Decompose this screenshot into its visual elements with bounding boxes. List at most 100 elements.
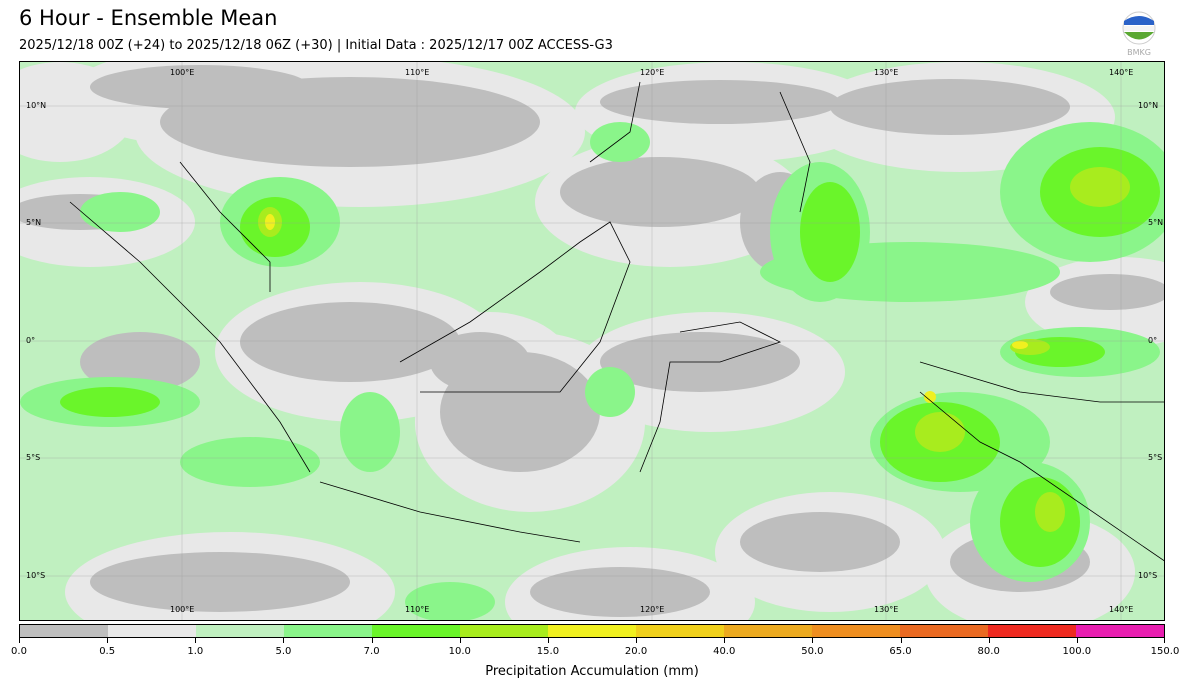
lon-label-top: 120°E [640, 68, 665, 77]
colorbar-tick [636, 638, 638, 643]
no-rain-area [600, 80, 840, 124]
coastline [179, 161, 271, 292]
colorbar [19, 624, 1165, 638]
colorbar-tick-label: 1.0 [187, 646, 204, 657]
colorbar-tick-label: 20.0 [624, 646, 648, 657]
coastline [589, 81, 811, 213]
moderate-rain-area [340, 392, 400, 472]
lat-label-left: 10°N [26, 101, 47, 110]
colorbar-segment [196, 625, 284, 637]
lat-label-right: 5°N [1148, 218, 1164, 227]
colorbar-label: Precipitation Accumulation (mm) [485, 664, 699, 679]
svg-text:BMKG: BMKG [1127, 48, 1151, 57]
colorbar-segment [636, 625, 724, 637]
intense-rain-area [1070, 167, 1130, 207]
colorbar-segment [460, 625, 548, 637]
colorbar-tick-label: 80.0 [977, 646, 1000, 657]
moderate-rain-area [405, 582, 495, 620]
lon-label-bottom: 110°E [405, 605, 430, 614]
colorbar-segment [372, 625, 460, 637]
chart-title: 6 Hour - Ensemble Mean [19, 6, 278, 30]
colorbar-tick [812, 638, 814, 643]
map-layer [20, 62, 1164, 620]
colorbar-tick-label: 7.0 [363, 646, 380, 657]
colorbar-tick [1076, 638, 1078, 643]
colorbar-segment [108, 625, 196, 637]
lon-label-bottom: 130°E [874, 605, 899, 614]
coastline [399, 221, 631, 393]
no-rain-area [830, 79, 1070, 135]
colorbar-tick-label: 0.5 [99, 646, 116, 657]
intense-rain-area [265, 214, 275, 230]
colorbar-tick [195, 638, 197, 643]
lat-label-left: 5°S [26, 453, 41, 462]
lat-label-left: 10°S [26, 571, 46, 580]
colorbar-segment [724, 625, 812, 637]
heavy-rain-area [800, 182, 860, 282]
bmkg-logo: BMKG [1120, 11, 1158, 57]
lon-label-top: 130°E [874, 68, 899, 77]
lon-label-bottom: 100°E [170, 605, 195, 614]
coastline [69, 201, 311, 473]
no-rain-area [90, 552, 350, 612]
moderate-rain-area [180, 437, 320, 487]
no-rain-area [530, 567, 710, 617]
lat-label-right: 0° [1148, 336, 1158, 345]
lon-label-top: 140°E [1109, 68, 1134, 77]
lon-label-top: 110°E [405, 68, 430, 77]
colorbar-tick-label: 40.0 [713, 646, 736, 657]
lat-label-right: 10°S [1138, 571, 1158, 580]
colorbar-segment [1076, 625, 1164, 637]
lon-label-bottom: 120°E [640, 605, 665, 614]
colorbar-tick-label: 50.0 [801, 646, 824, 657]
intense-rain-area [924, 391, 936, 403]
colorbar-tick [724, 638, 726, 643]
lat-label-right: 5°S [1148, 453, 1163, 462]
colorbar-tick [19, 638, 20, 643]
no-rain-area [740, 512, 900, 572]
colorbar-tick [988, 638, 990, 643]
moderate-rain-area [585, 367, 635, 417]
lat-label-right: 10°N [1138, 101, 1159, 110]
no-rain-area [1050, 274, 1164, 310]
precipitation-map: 100°E 100°E 110°E 110°E 120°E 120°E 130°E 130°E… [19, 61, 1165, 621]
no-rain-area [90, 65, 310, 109]
moderate-rain-area [590, 122, 650, 162]
colorbar-segment [548, 625, 636, 637]
moderate-rain-area [80, 192, 160, 232]
colorbar-segment [900, 625, 988, 637]
colorbar-tick-label: 65.0 [889, 646, 912, 657]
colorbar-tick-label: 5.0 [275, 646, 292, 657]
colorbar-tick [900, 638, 902, 643]
colorbar-tick-label: 0.0 [11, 646, 27, 657]
lat-label-left: 0° [26, 336, 36, 345]
colorbar-tick [547, 638, 549, 643]
colorbar-tick-label: 15.0 [536, 646, 560, 657]
colorbar-tick-label: 150.0 [1150, 646, 1180, 657]
colorbar-tick [371, 638, 373, 643]
coastline [319, 481, 581, 543]
colorbar-tick-label: 100.0 [1062, 646, 1092, 657]
lat-label-left: 5°N [26, 218, 42, 227]
colorbar-tick [459, 638, 461, 643]
colorbar-tick [283, 638, 285, 643]
colorbar-segment [284, 625, 372, 637]
colorbar-segment [988, 625, 1076, 637]
colorbar-segment [20, 625, 108, 637]
intense-rain-area [1012, 341, 1028, 349]
no-rain-area [240, 302, 460, 382]
coastline [639, 321, 782, 473]
heavy-rain-area [60, 387, 160, 417]
intense-rain-area [915, 412, 965, 452]
lon-label-bottom: 140°E [1109, 605, 1134, 614]
colorbar-tick [107, 638, 109, 643]
colorbar-segment [812, 625, 900, 637]
intense-rain-area [1035, 492, 1065, 532]
lon-label-top: 100°E [170, 68, 195, 77]
coastline [919, 361, 1164, 562]
chart-subtitle: 2025/12/18 00Z (+24) to 2025/12/18 06Z (… [19, 38, 613, 53]
no-rain-area [560, 157, 760, 227]
colorbar-tick [1164, 638, 1165, 643]
colorbar-tick-label: 10.0 [448, 646, 471, 657]
no-rain-area [430, 332, 530, 392]
